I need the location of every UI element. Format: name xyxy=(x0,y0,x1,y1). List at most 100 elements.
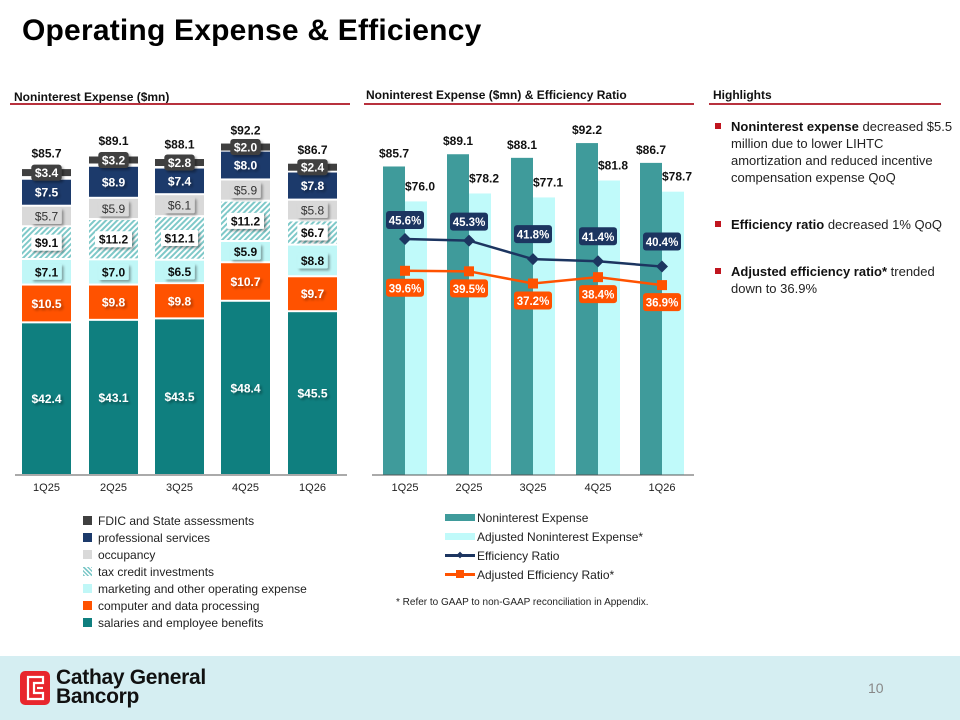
bar-value-label: $77.1 xyxy=(533,175,563,189)
bar-value-label: $86.7 xyxy=(636,143,666,157)
highlight-item: Noninterest expense decreased $5.5 milli… xyxy=(713,118,953,186)
company-logo-text: Cathay General Bancorp xyxy=(56,667,206,708)
stacked-expense-chart: $42.4 $10.5 $7.1 $9.1 $5.7 $7.5 $3.4 $85.7 $43.1… xyxy=(15,123,347,494)
line-value-label: 37.2% xyxy=(517,296,550,308)
data-label: $5.8 xyxy=(301,204,325,218)
data-label-bg xyxy=(164,197,195,214)
line-marker xyxy=(400,265,410,276)
logo-line-2: Bancorp xyxy=(56,685,140,708)
line-marker xyxy=(463,234,475,247)
line-value-label: 40.4% xyxy=(646,237,679,249)
line-marker xyxy=(527,253,539,266)
data-label: $9.8 xyxy=(102,296,126,310)
bar-segment-professional xyxy=(221,151,270,179)
legend-swatch xyxy=(83,567,92,576)
bar-segment-computer xyxy=(155,284,204,318)
line-marker xyxy=(657,280,667,291)
legend-label: Efficiency Ratio xyxy=(477,548,560,563)
data-label-bg xyxy=(297,252,328,269)
bar-segment-professional xyxy=(22,179,71,205)
stacked-chart-legend: FDIC and State assessments professional s… xyxy=(83,512,307,631)
line-value-label: 38.4% xyxy=(582,290,615,302)
data-label: $7.0 xyxy=(102,265,126,279)
data-label: $5.9 xyxy=(102,202,126,216)
line-marker xyxy=(399,233,411,245)
bullet-icon xyxy=(715,268,721,274)
line-value-label: 39.6% xyxy=(389,283,422,295)
total-label: $92.2 xyxy=(230,123,260,137)
bar-segment-computer xyxy=(221,263,270,300)
data-label: $48.4 xyxy=(230,381,260,395)
data-label: $7.4 xyxy=(168,174,192,188)
square-marker-icon xyxy=(456,570,464,578)
highlight-text: trended down to 36.9% xyxy=(731,264,935,296)
legend-label: occupancy xyxy=(98,547,156,562)
data-label-bg xyxy=(230,243,261,260)
data-label: $42.4 xyxy=(31,392,61,406)
bar-segment-salaries xyxy=(89,320,138,474)
legend-item: computer and data processing xyxy=(83,597,307,614)
highlights-header: Highlights xyxy=(713,88,772,102)
data-label: $2.4 xyxy=(301,161,325,175)
highlight-item: Adjusted efficiency ratio* trended down … xyxy=(713,263,953,297)
bar-segment-professional xyxy=(288,172,337,199)
line-label-bg xyxy=(514,291,552,310)
legend-item: Efficiency Ratio xyxy=(445,546,643,565)
data-label-bg xyxy=(31,164,62,181)
x-tick-label: 1Q25 xyxy=(392,482,419,494)
data-label-bg xyxy=(230,182,261,199)
highlight-bold: Efficiency ratio xyxy=(731,217,825,232)
highlight-bold: Adjusted efficiency ratio* xyxy=(731,264,888,279)
footnote: * Refer to GAAP to non-GAAP reconciliati… xyxy=(396,597,649,608)
legend-swatch xyxy=(83,618,92,627)
bar-segment-salaries xyxy=(155,319,204,474)
x-tick-label: 3Q25 xyxy=(520,482,547,494)
bar-segment-professional xyxy=(89,166,138,197)
data-label: $6.7 xyxy=(301,226,325,240)
x-tick-label: 2Q25 xyxy=(100,482,127,494)
x-tick-label: 2Q25 xyxy=(456,482,483,494)
line-value-label: 39.5% xyxy=(453,284,486,296)
legend-label: computer and data processing xyxy=(98,598,260,613)
data-label: $8.8 xyxy=(301,254,325,268)
bar-value-label: $85.7 xyxy=(379,146,409,160)
bar-value-label: $89.1 xyxy=(443,134,473,148)
total-label: $86.7 xyxy=(297,143,327,157)
data-label: $11.2 xyxy=(231,214,261,228)
left-chart-header: Noninterest Expense ($mn) xyxy=(14,90,170,104)
data-label-bg xyxy=(161,229,198,246)
data-label-bg xyxy=(31,234,62,251)
highlight-text: decreased $5.5 million due to lower LIHT… xyxy=(731,119,953,185)
data-label: $5.9 xyxy=(234,184,258,198)
bullet-icon xyxy=(715,221,721,227)
legend-label: Adjusted Efficiency Ratio* xyxy=(477,567,615,582)
line-label-bg xyxy=(643,232,681,251)
line-label-bg xyxy=(643,293,681,312)
legend-item: Noninterest Expense xyxy=(445,508,643,527)
legend-item: Adjusted Efficiency Ratio* xyxy=(445,565,643,584)
line-value-label: 45.3% xyxy=(453,217,486,229)
data-label-bg xyxy=(95,231,132,248)
legend-item: occupancy xyxy=(83,546,307,563)
x-tick-label: 1Q26 xyxy=(299,482,326,494)
data-label: $8.0 xyxy=(234,159,258,173)
data-label: $5.7 xyxy=(35,209,59,223)
legend-item: professional services xyxy=(83,529,307,546)
combo-chart-legend: Noninterest Expense Adjusted Noninterest … xyxy=(445,508,643,584)
legend-label: Noninterest Expense xyxy=(477,510,589,525)
line-value-label: 41.8% xyxy=(517,230,550,242)
bar-segment-computer xyxy=(288,277,337,311)
line-marker xyxy=(593,272,603,283)
bar-adjusted-noninterest-expense xyxy=(533,197,555,475)
legend-swatch xyxy=(445,514,475,521)
legend-label: Adjusted Noninterest Expense* xyxy=(477,529,644,544)
data-label-bg xyxy=(297,202,328,219)
highlights-header-rule xyxy=(709,103,941,105)
bar-value-label: $78.2 xyxy=(469,171,499,185)
bar-segment-computer xyxy=(89,285,138,319)
bar-noninterest-expense xyxy=(447,154,469,476)
x-tick-label: 1Q25 xyxy=(33,482,60,494)
legend-label: tax credit investments xyxy=(98,564,215,579)
highlight-item: Efficiency ratio decreased 1% QoQ xyxy=(713,216,953,233)
data-label: $3.4 xyxy=(35,166,59,180)
